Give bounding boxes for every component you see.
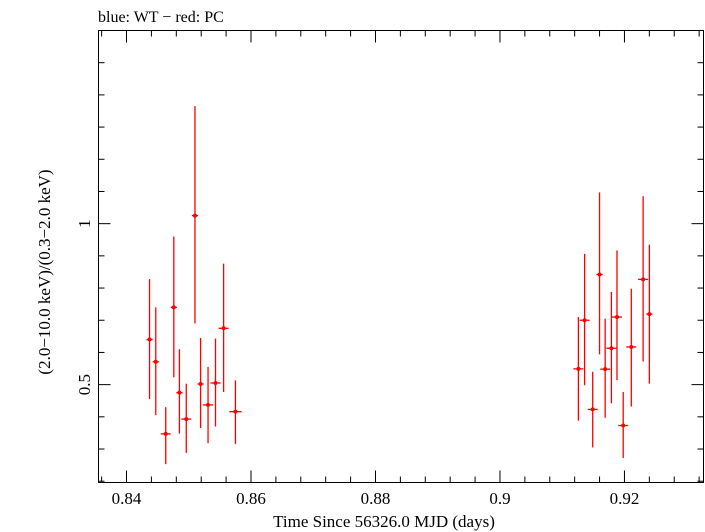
chart-marks <box>98 30 704 483</box>
data-point <box>646 244 653 384</box>
data-point <box>606 291 617 404</box>
point-marker <box>576 366 581 371</box>
data-point <box>218 263 229 393</box>
data-point <box>638 196 649 362</box>
point-marker <box>163 431 168 436</box>
y-tick-labels: 0.51 <box>75 219 94 395</box>
data-point <box>197 337 204 429</box>
y-tick-label: 0.5 <box>75 374 94 395</box>
point-marker <box>206 402 211 407</box>
x-tick-label: 0.88 <box>361 489 391 508</box>
data-point <box>229 380 242 444</box>
data-point <box>573 317 584 421</box>
point-marker <box>198 381 203 386</box>
point-marker <box>603 367 608 372</box>
data-point <box>191 106 199 324</box>
point-marker <box>147 337 152 342</box>
point-marker <box>192 213 197 218</box>
data-point <box>170 236 177 378</box>
plot-frame <box>98 30 704 483</box>
x-axis-label: Time Since 56326.0 MJD (days) <box>273 512 495 531</box>
data-point <box>600 318 611 418</box>
point-marker <box>153 359 158 364</box>
point-marker <box>233 409 238 414</box>
x-tick-label: 0.92 <box>610 489 640 508</box>
point-marker <box>171 305 176 310</box>
data-point <box>176 349 183 434</box>
x-tick-labels: 0.84 0.86 0.88 0.9 0.92 <box>112 489 640 508</box>
data-point <box>152 307 159 416</box>
data-point <box>579 253 590 386</box>
point-marker <box>177 390 182 395</box>
y-axis-label: (2.0−10.0 keV)/(0.3−2.0 keV) <box>35 169 54 374</box>
data-point <box>203 366 214 444</box>
x-tick-label: 0.86 <box>236 489 266 508</box>
data-point <box>160 407 171 465</box>
point-marker <box>614 315 619 320</box>
data-point <box>181 383 192 453</box>
data-point <box>596 192 603 355</box>
point-marker <box>621 423 626 428</box>
point-marker <box>213 381 218 386</box>
data-point <box>612 250 622 381</box>
y-tick-label: 1 <box>75 219 94 228</box>
point-marker <box>221 326 226 331</box>
data-point <box>618 392 629 459</box>
x-tick-label: 0.9 <box>489 489 510 508</box>
data-point <box>146 279 153 400</box>
chart-title: blue: WT − red: PC <box>98 9 224 26</box>
point-marker <box>590 407 595 412</box>
data-point <box>587 371 598 448</box>
data-point <box>626 288 637 407</box>
point-marker <box>582 318 587 323</box>
point-marker <box>597 272 602 277</box>
point-marker <box>629 344 634 349</box>
point-marker <box>609 346 614 351</box>
data-point <box>210 338 221 427</box>
point-marker <box>647 312 652 317</box>
point-marker <box>184 417 189 422</box>
point-marker <box>641 277 646 282</box>
x-tick-label: 0.84 <box>112 489 142 508</box>
